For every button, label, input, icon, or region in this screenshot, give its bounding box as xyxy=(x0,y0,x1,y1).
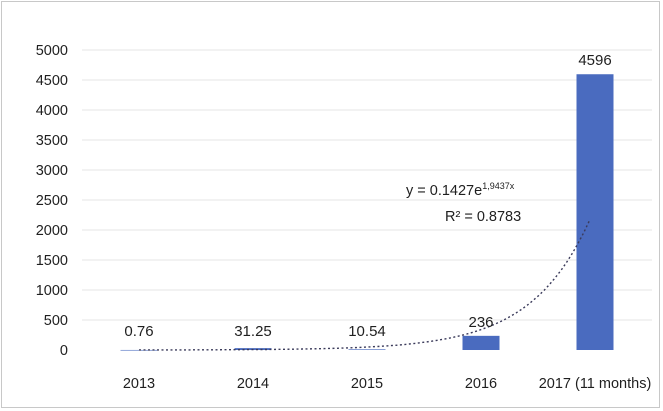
y-tick-label: 3500 xyxy=(36,133,68,149)
y-tick-label: 4000 xyxy=(36,103,68,119)
y-tick-label: 1500 xyxy=(36,253,68,269)
data-label: 10.54 xyxy=(348,323,386,340)
x-category-label: 2014 xyxy=(237,376,269,392)
y-tick-label: 500 xyxy=(44,313,68,329)
x-category-label: 2015 xyxy=(351,376,383,392)
y-tick-label: 2500 xyxy=(36,193,68,209)
data-label: 4596 xyxy=(578,52,611,69)
trendline-r-squared: R² = 0.8783 xyxy=(445,209,521,225)
y-tick-label: 4500 xyxy=(36,73,68,89)
x-category-label: 2013 xyxy=(123,376,155,392)
exponential-trendline xyxy=(139,220,590,351)
gridlines xyxy=(82,49,652,321)
y-tick-label: 0 xyxy=(60,343,68,359)
y-axis-tick-labels: 0 500 1000 1500 2000 2500 3000 3500 4000 4500 5000 xyxy=(36,43,68,359)
bar xyxy=(348,349,386,350)
y-tick-label: 3000 xyxy=(36,163,68,179)
x-category-label: 2016 xyxy=(465,376,497,392)
trendline-equation: y = 0.1427e1,9437x xyxy=(406,181,515,199)
bars xyxy=(120,74,614,351)
data-labels: 0.76 31.25 10.54 236 4596 xyxy=(124,52,611,340)
x-axis-category-labels: 2013 2014 2015 2016 2017 (11 months) xyxy=(123,376,651,392)
y-tick-label: 1000 xyxy=(36,283,68,299)
data-label: 236 xyxy=(468,314,493,331)
data-label: 0.76 xyxy=(124,323,153,340)
y-tick-label: 5000 xyxy=(36,43,68,59)
bar xyxy=(576,74,614,351)
bar xyxy=(462,335,500,350)
y-tick-label: 2000 xyxy=(36,223,68,239)
data-label: 31.25 xyxy=(234,323,272,340)
x-category-label: 2017 (11 months) xyxy=(539,376,652,392)
